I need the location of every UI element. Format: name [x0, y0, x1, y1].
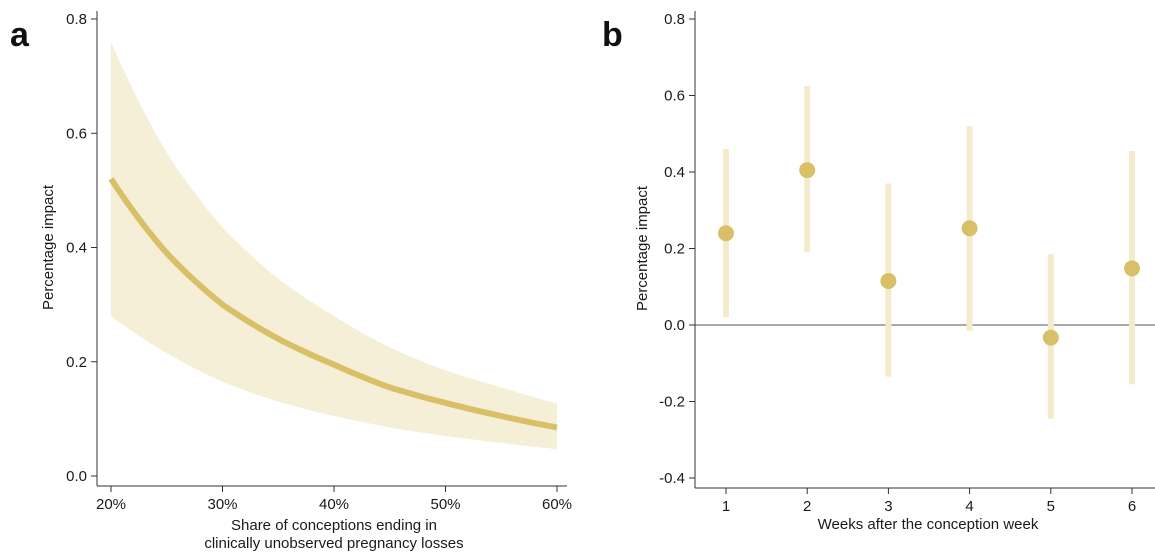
y-tick-label: 0.4: [664, 164, 685, 181]
y-tick-label: 0.0: [66, 468, 87, 485]
point-week-2: [799, 162, 816, 179]
point-week-3: [880, 273, 897, 290]
y-axis-title: Percentage impact: [40, 184, 57, 310]
estimate-line: [108, 177, 558, 431]
x-tick-label: 30%: [207, 496, 237, 513]
y-tick-label: 0.2: [664, 241, 685, 258]
x-tick-label: 20%: [96, 496, 126, 513]
panel-b-chart: -0.4 -0.2 0.0 0.2 0.4 0.6 0.8 1 2 3 4 5 6 Weeks after…: [634, 11, 1155, 533]
x-tick-label: 3: [884, 498, 892, 515]
y-tick-label: -0.2: [659, 394, 685, 411]
point-week-5: [1042, 329, 1059, 346]
panel-b-letter: b: [602, 16, 623, 54]
y-axis-title: Percentage impact: [634, 185, 651, 311]
panel-a-letter: a: [10, 16, 30, 54]
y-tick-label: 0.8: [664, 11, 685, 28]
x-axis-title-line-2: clinically unobserved pregnancy losses: [204, 535, 463, 552]
x-tick-label: 2: [803, 498, 811, 515]
y-tick-label: 0.6: [664, 88, 685, 105]
x-tick-label: 5: [1047, 498, 1055, 515]
x-axis-title: Weeks after the conception week: [818, 516, 1039, 533]
x-tick-label: 40%: [319, 496, 349, 513]
y-tick-label: 0.8: [66, 11, 87, 28]
point-week-6: [1124, 260, 1140, 277]
y-tick-label: 0.4: [66, 240, 87, 257]
y-tick-label: 0.6: [66, 125, 87, 142]
x-tick-label: 6: [1128, 498, 1136, 515]
y-tick-label: -0.4: [659, 470, 685, 487]
y-tick-label: 0.2: [66, 354, 87, 371]
point-week-4: [961, 220, 978, 237]
x-tick-label: 1: [722, 498, 730, 515]
x-axis-title-line-1: Share of conceptions ending in: [231, 517, 437, 534]
x-tick-label: 50%: [430, 496, 460, 513]
confidence-band: [111, 41, 557, 450]
y-tick-label: 0.0: [664, 317, 685, 334]
point-week-1: [718, 225, 734, 242]
panel-a-chart: 0.0 0.2 0.4 0.6 0.8 20% 30% 40% 50% 60% Share of c…: [40, 11, 572, 552]
x-tick-label: 60%: [542, 496, 572, 513]
x-tick-label: 4: [965, 498, 973, 515]
